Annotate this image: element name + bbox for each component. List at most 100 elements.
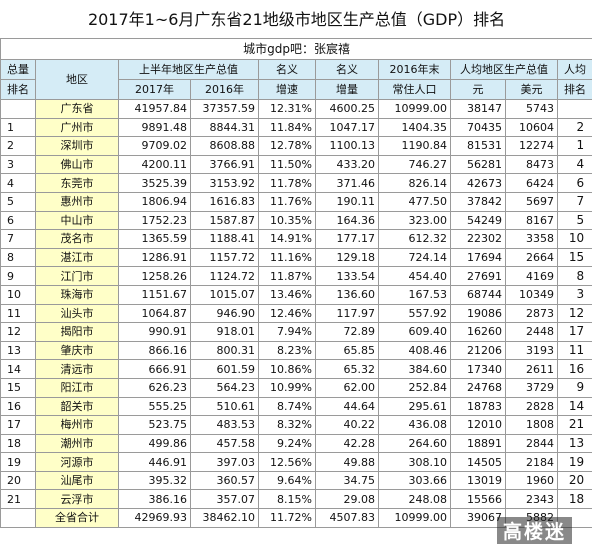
cell: 湛江市 — [35, 247, 119, 268]
cell: 19 — [0, 452, 36, 472]
cell: 2828 — [505, 396, 558, 417]
cell: 395.32 — [118, 470, 191, 491]
cell: 397.03 — [190, 452, 259, 472]
cell: 揭阳市 — [35, 322, 119, 342]
cell: 15 — [0, 377, 36, 398]
data-row: 1 广州市 9891.48 8844.31 11.84% 1047.17 1404.35 70… — [0, 117, 592, 138]
cell: 1064.87 — [118, 303, 191, 324]
data-row: 13 肇庆市 866.16 800.31 8.23% 65.85 408.46 21206 31… — [0, 340, 592, 361]
cell: 1960 — [505, 470, 558, 491]
data-row: 2 深圳市 9709.02 8608.88 12.78% 1100.13 1190.84 81… — [0, 136, 592, 156]
header-row: 排名 2017年 2016年 增速 增量 常住人口元美元 排名 — [0, 79, 592, 100]
cell: 37357.59 — [190, 99, 259, 119]
cell: 8 — [0, 247, 36, 268]
cell: 7.94% — [258, 322, 316, 342]
cell: 12 — [0, 322, 36, 342]
cell: 11.76% — [258, 191, 316, 212]
cell: 12 — [556, 303, 592, 324]
cell: 潮州市 — [35, 433, 119, 454]
cell: 1365.59 — [118, 229, 191, 249]
cell: 56281 — [450, 154, 506, 175]
cell: 37842 — [450, 191, 506, 212]
cell: 16260 — [450, 322, 506, 342]
cell: 601.59 — [190, 359, 259, 379]
data-row: 5 惠州市 1806.94 1616.83 11.76% 190.11 477.50 3784… — [0, 191, 592, 212]
cell: 16 — [556, 359, 592, 379]
data-row: 18 潮州市 499.86 457.58 9.24% 42.28 264.60 18891 28… — [0, 433, 592, 454]
cell: 河源市 — [35, 452, 119, 472]
cell: 4507.83 — [315, 508, 379, 528]
cell: 清远市 — [35, 359, 119, 379]
cell: 15566 — [450, 489, 506, 510]
cell: 8167 — [505, 210, 558, 231]
cell: 茂名市 — [35, 229, 119, 249]
cell: 7 — [0, 229, 36, 249]
cell: 384.60 — [378, 359, 451, 379]
data-row: 11 汕头市 1064.87 946.90 12.46% 117.97 557.92 1908… — [0, 303, 592, 324]
cell: 13019 — [450, 470, 506, 491]
cell: 252.84 — [378, 377, 451, 398]
cell: 1616.83 — [190, 191, 259, 212]
cell: 20 — [0, 470, 36, 491]
cell: 136.60 — [315, 284, 379, 305]
cell: 12.78% — [258, 136, 316, 156]
cell: 8.32% — [258, 415, 316, 435]
cell: 826.14 — [378, 173, 451, 193]
data-row: 6 中山市 1752.23 1587.87 10.35% 164.36 323.00 5424… — [0, 210, 592, 231]
cell: 1286.91 — [118, 247, 191, 268]
cell: 1806.94 — [118, 191, 191, 212]
cell: 4 — [0, 173, 36, 193]
header-cell: 排名 — [556, 79, 592, 100]
cell: 17694 — [450, 247, 506, 268]
data-row: 广东省 41957.84 37357.59 12.31% 4600.25 10999.00… — [0, 99, 592, 119]
cell: 10.35% — [258, 210, 316, 231]
cell: 11.50% — [258, 154, 316, 175]
cell: 5 — [556, 210, 592, 231]
cell: 510.61 — [190, 396, 259, 417]
header-cell: 2016年末 — [378, 59, 451, 80]
cell: 2448 — [505, 322, 558, 342]
cell: 1100.13 — [315, 136, 379, 156]
cell: 1752.23 — [118, 210, 191, 231]
cell: 11 — [0, 303, 36, 324]
cell: 2873 — [505, 303, 558, 324]
cell: 38147 — [450, 99, 506, 119]
cell: 16 — [0, 396, 36, 417]
cell: 626.23 — [118, 377, 191, 398]
cell: 264.60 — [378, 433, 451, 454]
cell: 746.27 — [378, 154, 451, 175]
cell: 54249 — [450, 210, 506, 231]
cell: 10349 — [505, 284, 558, 305]
cell: 广州市 — [35, 117, 119, 138]
cell: 5 — [0, 191, 36, 212]
cell: 18 — [556, 489, 592, 510]
cell: 9709.02 — [118, 136, 191, 156]
header-cell: 2017年 — [118, 79, 191, 100]
cell: 8.23% — [258, 340, 316, 361]
cell: 4600.25 — [315, 99, 379, 119]
cell: 1587.87 — [190, 210, 259, 231]
cell: 27691 — [450, 266, 506, 286]
cell: 9891.48 — [118, 117, 191, 138]
cell: 18783 — [450, 396, 506, 417]
header-cell: 美元 — [505, 79, 558, 100]
cell: 惠州市 — [35, 191, 119, 212]
cell: 肇庆市 — [35, 340, 119, 361]
cell: 555.25 — [118, 396, 191, 417]
header-row: 总量 地区 上半年地区生产总值 名义 名义 2016年末 人均地区生产总值 人均 — [0, 59, 592, 100]
data-row: 14 清远市 666.91 601.59 10.86% 65.32 384.60 17340 2… — [0, 359, 592, 379]
cell: 371.46 — [315, 173, 379, 193]
data-row: 全省合计 42969.93 38462.10 11.72% 4507.83 10999.0… — [0, 508, 592, 528]
header-cell: 地区 — [35, 59, 119, 100]
cell: 2 — [556, 117, 592, 138]
cell: 248.08 — [378, 489, 451, 510]
cell: 386.16 — [118, 489, 191, 510]
cell: 10 — [556, 229, 592, 249]
cell: 433.20 — [315, 154, 379, 175]
cell: 17 — [556, 322, 592, 342]
data-row: 16 韶关市 555.25 510.61 8.74% 44.64 295.61 18783 28… — [0, 396, 592, 417]
cell: 9 — [556, 377, 592, 398]
data-row: 10 珠海市 1151.67 1015.07 13.46% 136.60 167.53 687… — [0, 284, 592, 305]
cell: 564.23 — [190, 377, 259, 398]
